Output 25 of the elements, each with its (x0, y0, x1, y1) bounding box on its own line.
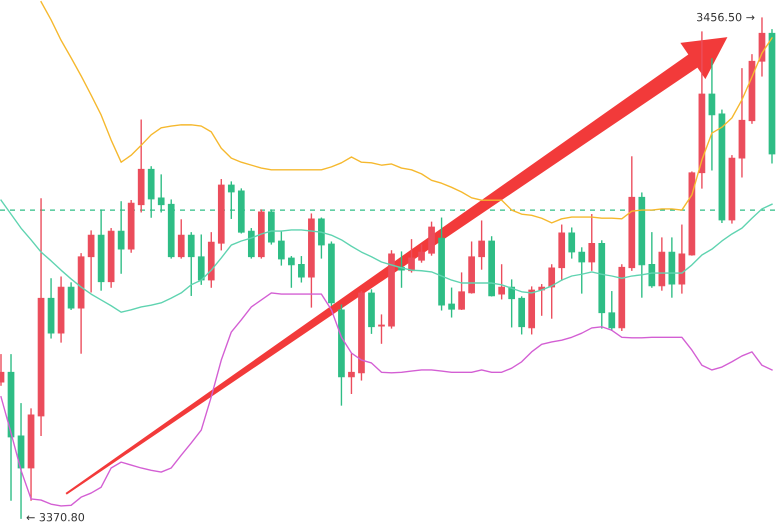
candlestick (188, 232, 195, 296)
candlestick (348, 354, 355, 394)
candlestick (478, 220, 485, 270)
candlestick (608, 291, 616, 331)
candlestick (178, 219, 185, 259)
candlestick (278, 232, 285, 266)
candlestick (588, 214, 596, 271)
candlestick (578, 247, 586, 294)
candlestick (498, 264, 505, 300)
candlestick (408, 239, 415, 273)
annotation: 3456.50 → (697, 12, 754, 22)
candlestick (88, 230, 94, 292)
candlestick (288, 256, 295, 288)
candlestick (198, 234, 205, 285)
candlestick (378, 314, 385, 344)
candlestick (298, 256, 305, 283)
candlestick (68, 282, 74, 310)
candlestick (708, 58, 716, 170)
candlestick (648, 232, 656, 288)
annotation: ← 3370.80 (26, 512, 84, 522)
candlestick (548, 264, 556, 319)
candlestick (458, 272, 465, 310)
candlestick (448, 288, 455, 318)
candlestick (568, 227, 576, 259)
candlestick (418, 244, 425, 263)
